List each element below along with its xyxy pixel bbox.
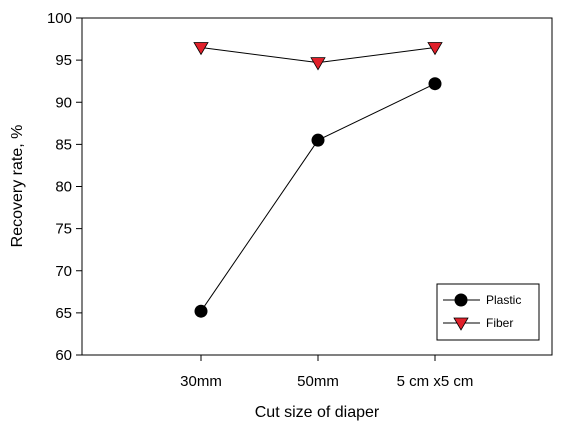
- y-tick-label: 60: [55, 347, 72, 364]
- data-point-fiber: [310, 57, 326, 71]
- legend-plastic-label: Plastic: [486, 293, 521, 307]
- legend-fiber-label: Fiber: [486, 316, 513, 330]
- legend-box: [436, 283, 540, 341]
- legend: Plastic Fiber: [436, 283, 540, 341]
- data-point-fiber: [427, 42, 443, 56]
- y-axis-title: Recovery rate, %: [9, 125, 26, 248]
- y-axis: 60 65 70 75 80 85 90 95 100: [47, 10, 82, 364]
- y-tick-label: 95: [55, 52, 72, 69]
- y-tick-label: 100: [47, 10, 72, 27]
- y-tick-label: 75: [55, 221, 72, 238]
- data-point-plastic: [311, 133, 325, 147]
- y-tick-label: 70: [55, 263, 72, 280]
- y-tick-label: 85: [55, 136, 72, 153]
- legend-plastic-marker: [454, 293, 468, 307]
- data-point-fiber: [193, 42, 209, 56]
- x-tick-label: 50mm: [297, 373, 339, 390]
- x-tick-label: 30mm: [180, 373, 222, 390]
- y-tick-label: 65: [55, 305, 72, 322]
- data-point-plastic: [194, 304, 208, 318]
- legend-fiber-marker: [453, 317, 469, 331]
- data-point-plastic: [428, 77, 442, 91]
- y-tick-label: 90: [55, 94, 72, 111]
- y-tick-label: 80: [55, 179, 72, 196]
- series-layer: [193, 42, 443, 318]
- x-axis: 30mm 50mm 5 cm x5 cm: [180, 355, 473, 390]
- x-tick-label: 5 cm x5 cm: [397, 373, 474, 390]
- x-axis-title: Cut size of diaper: [255, 404, 380, 421]
